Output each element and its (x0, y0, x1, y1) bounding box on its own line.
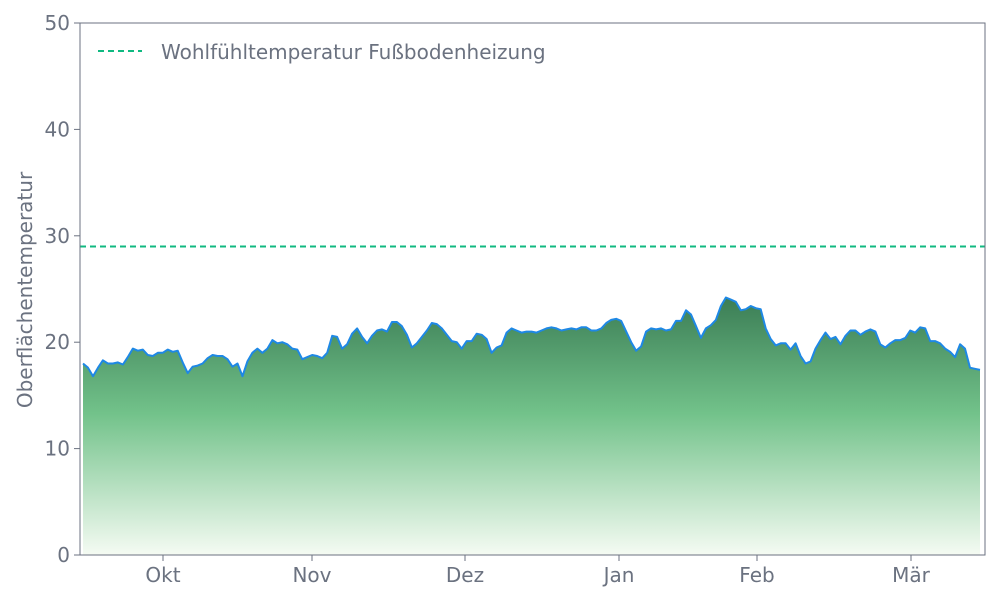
x-tick-label: Feb (739, 563, 774, 587)
legend-label: Wohlfühltemperatur Fußbodenheizung (161, 40, 546, 64)
y-tick-label: 10 (45, 437, 70, 461)
x-tick-label: Dez (446, 563, 484, 587)
x-tick-label: Nov (292, 563, 331, 587)
y-tick-label: 30 (45, 224, 70, 248)
y-tick-label: 20 (45, 330, 70, 354)
x-tick-label: Jan (602, 563, 635, 587)
y-tick-label: 40 (45, 117, 70, 141)
y-tick-label: 50 (45, 11, 70, 35)
area-fill (83, 297, 980, 555)
plot-frame (79, 22, 986, 556)
y-tick-label: 0 (57, 543, 70, 567)
x-tick-label: Mär (892, 563, 931, 587)
legend: Wohlfühltemperatur Fußbodenheizung (98, 40, 546, 64)
y-axis-label: Oberflächentemperatur (13, 171, 37, 408)
x-tick-label: Okt (145, 563, 180, 587)
